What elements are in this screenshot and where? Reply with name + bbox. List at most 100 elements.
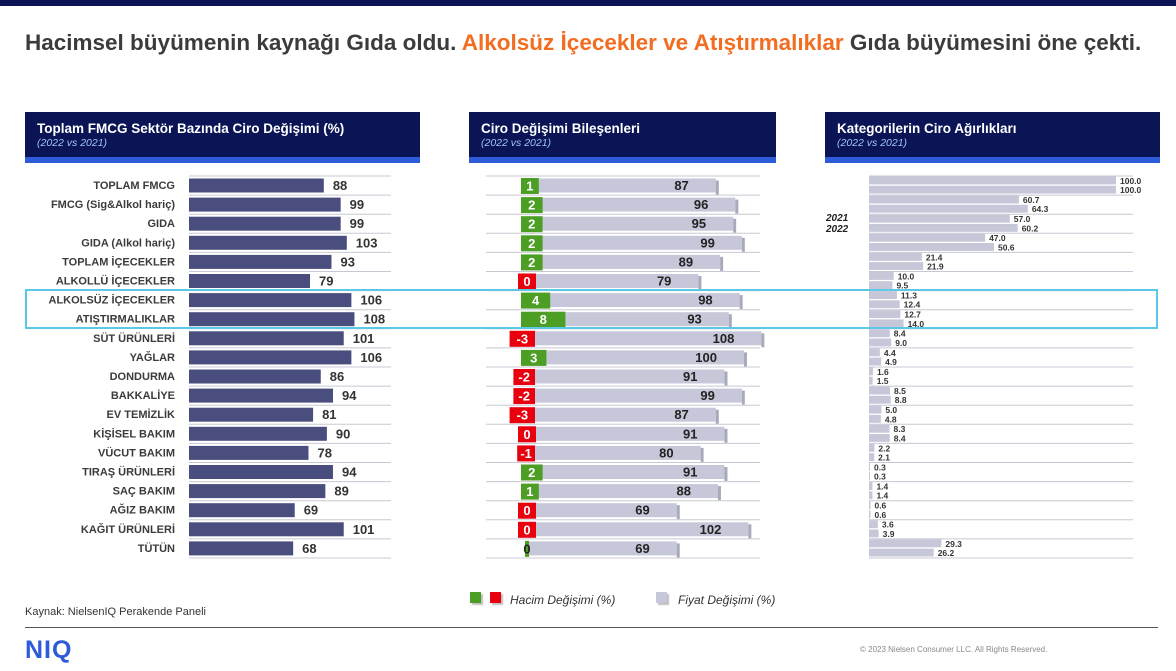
price-value-label: 99 [700, 388, 714, 403]
price-bar [527, 254, 721, 269]
volume-bar [521, 178, 539, 194]
ciro-value-label: 99 [350, 197, 364, 212]
volume-bar [509, 407, 535, 424]
volume-value-label: 3 [530, 350, 537, 365]
volume-value-label: 8 [540, 312, 547, 327]
share-value-label: 50.6 [998, 242, 1015, 252]
volume-value-label: -3 [517, 408, 529, 423]
price-bar-shadow [676, 505, 680, 520]
share-value-label: 100.0 [1120, 176, 1142, 186]
share-value-label: 8.4 [894, 433, 906, 443]
share-value-label: 12.4 [904, 300, 921, 310]
volume-value-label: -2 [518, 389, 530, 404]
share-value-label: 2.1 [878, 453, 890, 463]
price-bar [527, 445, 701, 460]
price-value-label: 89 [679, 254, 693, 269]
ciro-bar [189, 522, 344, 537]
share-value-label: 0.6 [874, 501, 886, 511]
category-label: TIRAŞ ÜRÜNLERİ [82, 466, 175, 479]
footer-divider [25, 627, 1158, 628]
price-bar-shadow [744, 352, 747, 367]
category-label: SÜT ÜRÜNLERİ [93, 332, 175, 345]
share-bar-2022 [869, 453, 875, 461]
share-bar-2022 [869, 262, 924, 270]
share-value-label: 4.8 [885, 414, 897, 424]
volume-bar [521, 216, 543, 233]
share-bar-2021 [869, 272, 894, 280]
price-bar-shadow [735, 199, 739, 214]
share-bar-2021 [869, 405, 882, 414]
volume-bar [509, 330, 535, 347]
headline-part-1: Hacimsel büyümenin kaynağı Gıda oldu. [25, 30, 462, 55]
volume-value-label: 1 [526, 484, 533, 499]
price-value-label: 80 [659, 445, 673, 460]
share-bar-2022 [869, 357, 882, 366]
share-value-label: 0.3 [874, 462, 886, 472]
right-panel-subtitle: (2022 vs 2021) [837, 137, 908, 149]
share-value-label: 64.3 [1032, 204, 1049, 214]
price-bar-shadow [748, 524, 752, 539]
price-bar [527, 274, 699, 288]
price-bar-shadow [676, 543, 680, 558]
share-bar-2022 [869, 548, 934, 557]
price-bar [527, 350, 744, 365]
share-value-label: 47.0 [989, 233, 1006, 243]
price-bar [527, 407, 716, 422]
volume-value-label: 2 [528, 465, 535, 480]
share-bar-2021 [869, 424, 890, 433]
share-bar-2021 [869, 310, 901, 319]
price-value-label: 87 [674, 407, 688, 422]
left-panel-title: Toplam FMCG Sektör Bazında Ciro Değişimi… [37, 121, 345, 136]
category-label: YAĞLAR [130, 351, 175, 364]
volume-bar [521, 483, 539, 500]
left-panel-header: Toplam FMCG Sektör Bazında Ciro Değişimi… [25, 112, 420, 163]
volume-bar [521, 349, 547, 366]
price-value-label: 99 [700, 235, 714, 250]
ciro-bar [189, 503, 295, 518]
volume-bar [525, 540, 529, 557]
price-bar-shadow [733, 218, 737, 233]
volume-bar [521, 311, 566, 328]
share-value-label: 14.0 [908, 319, 925, 329]
price-bar [527, 235, 742, 250]
ciro-value-label: 79 [319, 274, 333, 289]
volume-bar [518, 502, 536, 519]
share-bar-2022 [869, 185, 1116, 194]
share-value-label: 8.4 [894, 329, 906, 339]
ciro-bar [189, 541, 294, 556]
share-bar-2021 [869, 195, 1019, 204]
ciro-bar [189, 197, 341, 212]
share-bar-2022 [869, 491, 873, 500]
ciro-value-label: 88 [333, 178, 347, 193]
price-bar-shadow [739, 295, 743, 310]
share-value-label: 26.2 [938, 548, 955, 558]
price-bar [527, 388, 742, 403]
share-bar-2022 [869, 223, 1018, 232]
volume-value-label: 1 [526, 179, 533, 194]
share-bar-2022 [869, 472, 870, 481]
category-label: GIDA (Alkol hariç) [81, 237, 175, 249]
share-bar-2021 [869, 367, 873, 376]
share-value-label: 100.0 [1120, 185, 1142, 195]
top-accent-bar [0, 0, 1176, 6]
price-value-label: 96 [694, 197, 708, 212]
volume-value-label: -2 [518, 370, 530, 385]
share-value-label: 21.4 [926, 252, 943, 262]
volume-value-label: 0 [523, 503, 530, 518]
share-value-label: 2.2 [878, 443, 890, 453]
volume-value-label: 4 [532, 293, 540, 308]
share-value-label: 21.9 [927, 262, 944, 272]
share-legend-2022: 2022 [825, 224, 849, 235]
share-bar-2021 [869, 214, 1010, 223]
category-label: FMCG (Sig&Alkol hariç) [51, 199, 175, 211]
share-bar-2021 [869, 520, 878, 529]
share-value-label: 10.0 [898, 271, 915, 281]
volume-bar [518, 273, 536, 290]
price-bar [527, 426, 725, 441]
share-bar-2021 [869, 329, 890, 338]
price-bar-shadow [715, 180, 719, 195]
share-bar-2022 [869, 529, 879, 538]
price-bar [527, 369, 725, 384]
highlight-frame [25, 289, 1158, 329]
